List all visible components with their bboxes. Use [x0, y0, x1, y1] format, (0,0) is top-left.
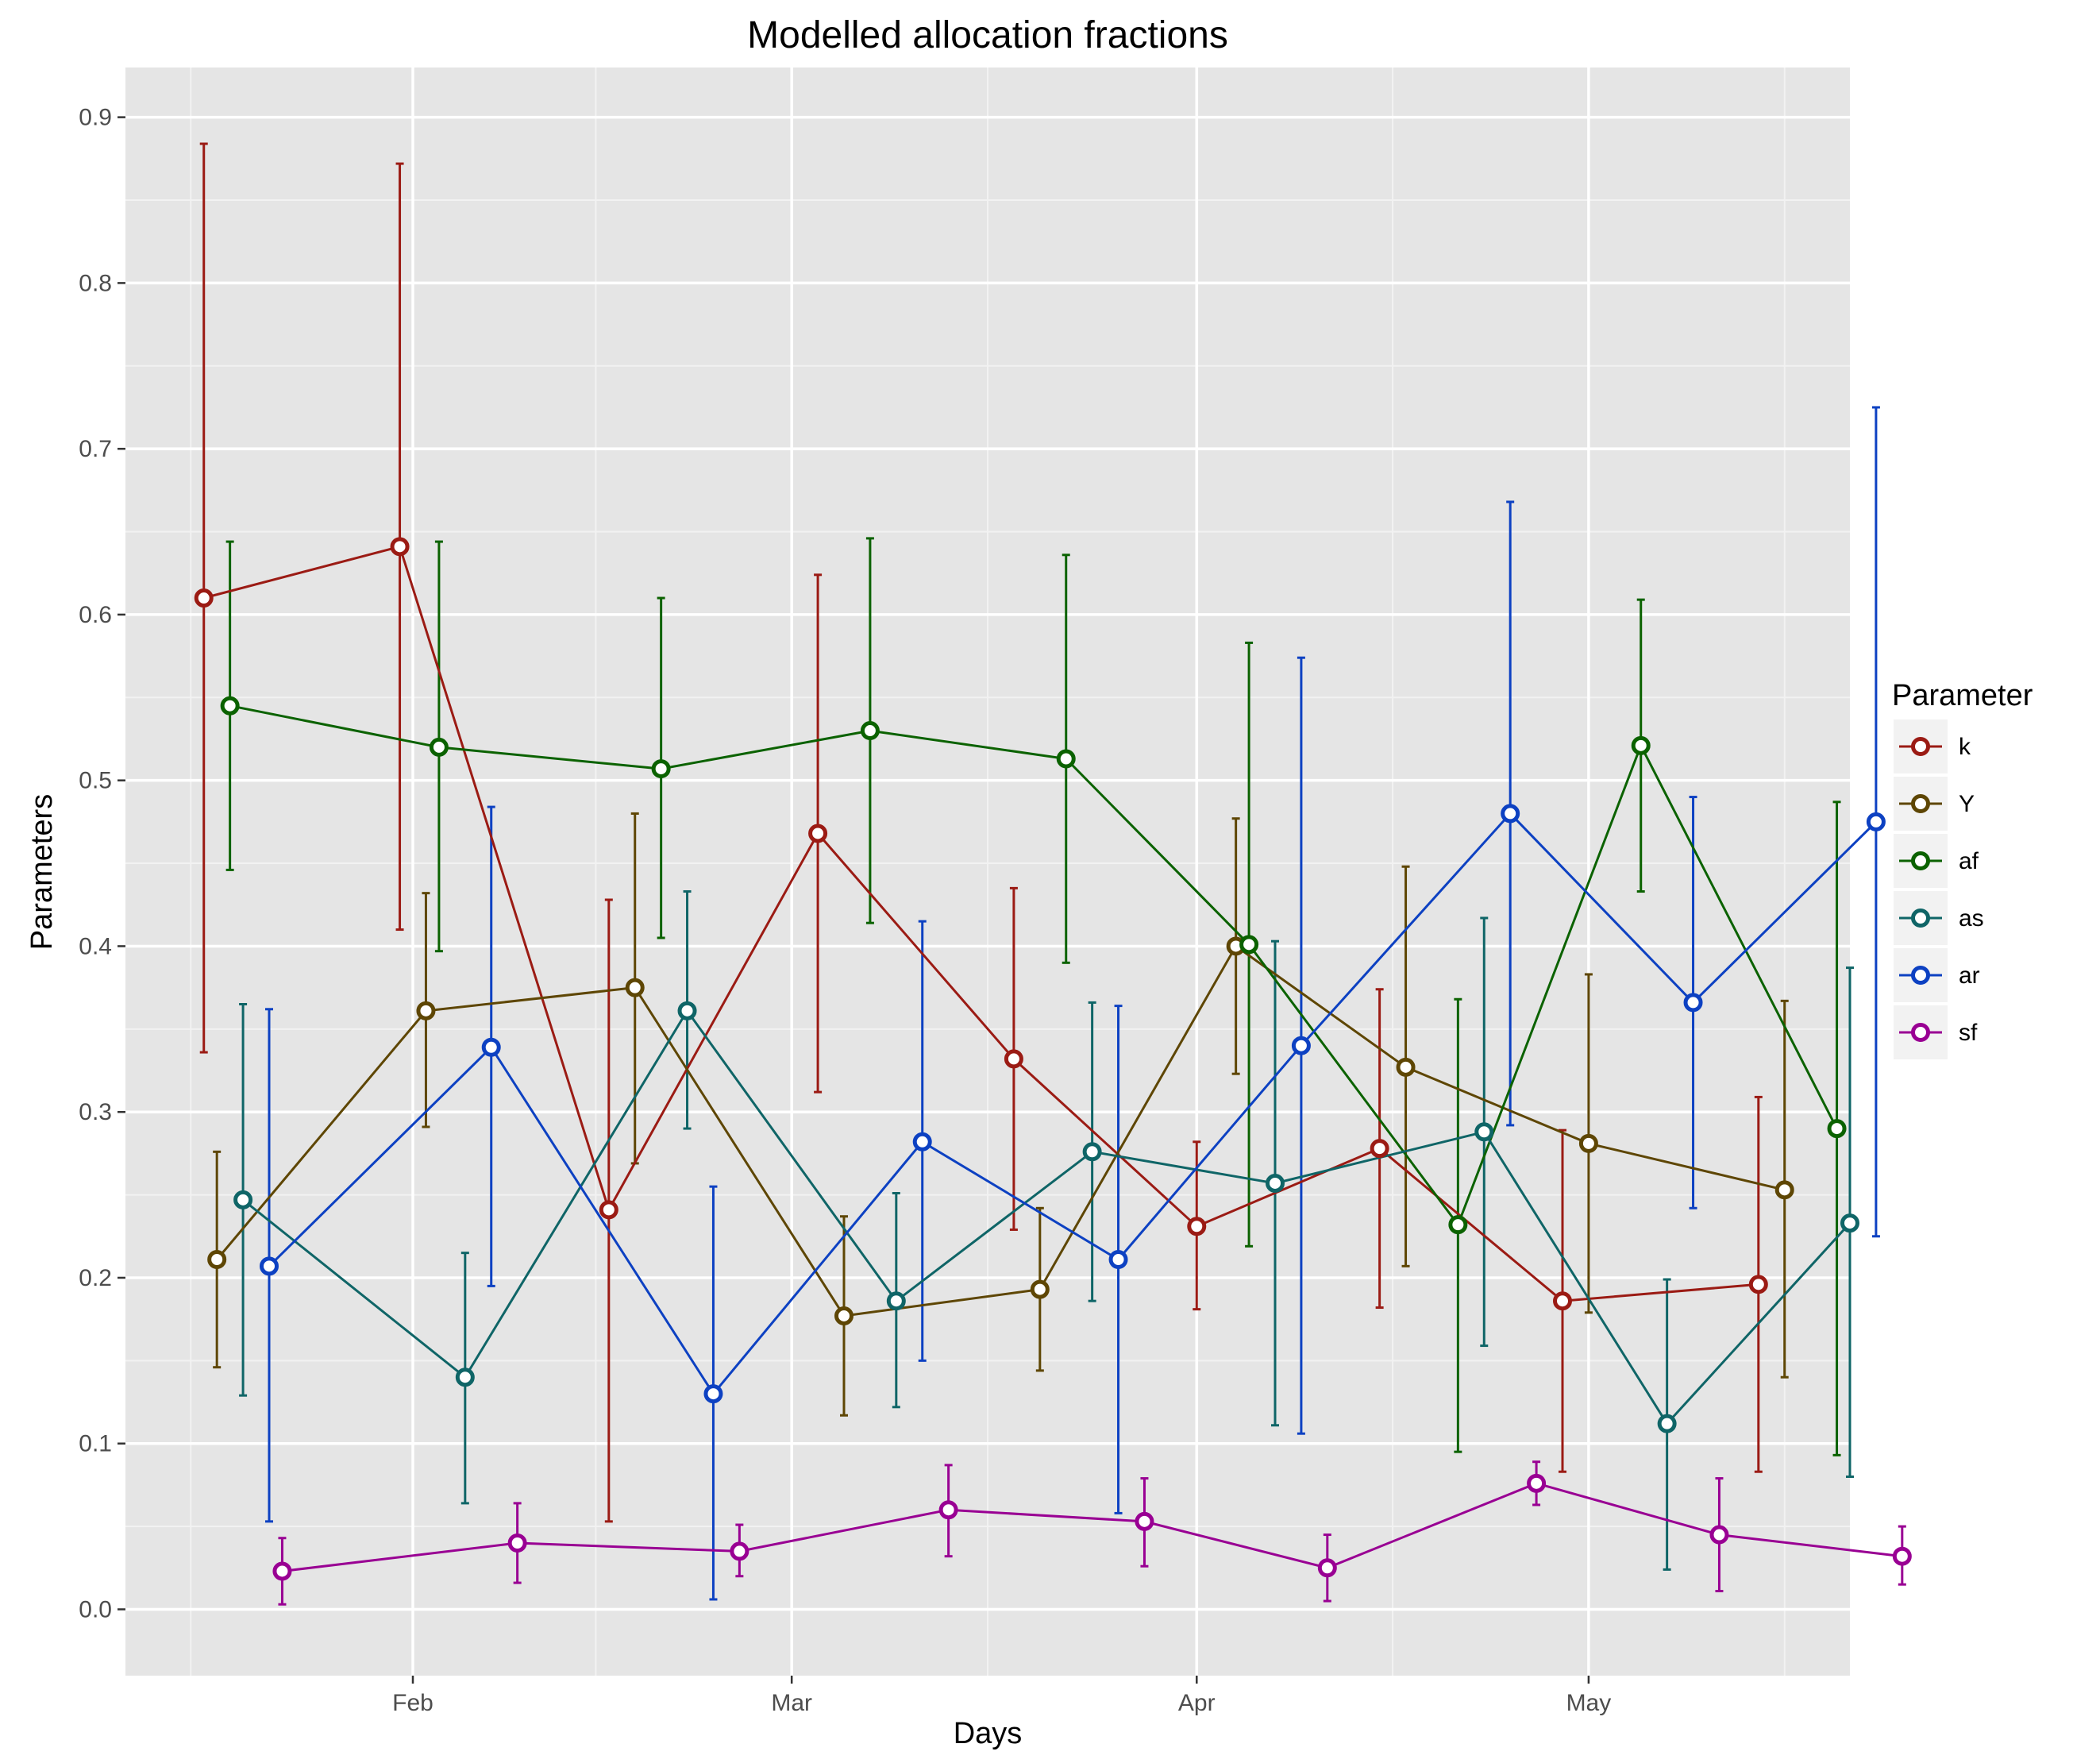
legend-label: as — [1959, 905, 1984, 932]
data-point-k — [808, 824, 828, 843]
data-point-Y — [1030, 1279, 1050, 1299]
data-point-sf — [730, 1541, 749, 1561]
legend-key-point — [1911, 851, 1930, 870]
data-point-Y — [625, 978, 645, 997]
data-point-sf — [1527, 1473, 1547, 1493]
x-tick-label: Feb — [392, 1690, 433, 1716]
y-axis-title: Parameters — [25, 794, 59, 950]
data-point-Y — [416, 1001, 436, 1020]
data-point-ar — [703, 1384, 723, 1404]
legend-key-point — [1911, 1023, 1930, 1042]
x-axis-title: Days — [954, 1717, 1023, 1750]
data-point-ar — [260, 1256, 279, 1276]
legend-item-as: as — [1894, 891, 1984, 945]
y-tick-label: 0.5 — [79, 768, 112, 794]
chart-title: Modelled allocation fractions — [747, 14, 1228, 56]
data-point-sf — [1317, 1558, 1337, 1578]
data-point-k — [1370, 1139, 1389, 1159]
data-point-k — [599, 1200, 618, 1220]
x-tick-label: May — [1566, 1690, 1612, 1716]
legend-label: Y — [1959, 791, 1975, 817]
data-point-sf — [1709, 1525, 1729, 1545]
data-point-af — [1827, 1119, 1847, 1139]
data-point-k — [194, 588, 214, 608]
x-tick-label: Apr — [1178, 1690, 1216, 1716]
data-point-af — [1056, 749, 1076, 769]
legend-label: sf — [1959, 1020, 1978, 1046]
legend-item-sf: sf — [1894, 1005, 1978, 1059]
legend-key-point — [1911, 794, 1930, 813]
legend-item-Y: Y — [1894, 777, 1975, 831]
data-point-Y — [1774, 1180, 1794, 1200]
legend-label: k — [1959, 734, 1971, 760]
data-point-as — [1474, 1122, 1494, 1142]
data-point-af — [429, 737, 449, 757]
data-point-ar — [1683, 993, 1703, 1013]
legend-label: af — [1959, 848, 1979, 874]
data-point-Y — [1578, 1133, 1598, 1153]
y-tick-label: 0.0 — [79, 1596, 112, 1622]
legend-title: Parameter — [1892, 679, 2033, 712]
data-point-sf — [507, 1533, 527, 1553]
data-point-af — [860, 721, 880, 741]
legend-key-point — [1911, 909, 1930, 928]
legend: Parameter k Yaf as ar sf — [1892, 679, 2033, 1059]
data-point-sf — [1135, 1511, 1154, 1531]
y-tick-label: 0.6 — [79, 602, 112, 628]
data-point-ar — [912, 1132, 932, 1152]
data-point-ar — [1291, 1036, 1311, 1055]
data-point-as — [233, 1190, 253, 1209]
data-point-k — [1748, 1275, 1768, 1294]
data-point-af — [1448, 1215, 1468, 1235]
data-point-as — [1657, 1414, 1677, 1433]
y-tick-label: 0.2 — [79, 1265, 112, 1291]
data-point-as — [677, 1001, 697, 1020]
data-point-k — [1553, 1291, 1572, 1311]
axes: 0.0 0.1 0.2 0.3 0.4 0.5 0.6 0.7 0.8 0.9 Feb Mar Apr M… — [79, 105, 1611, 1716]
y-tick-label: 0.9 — [79, 105, 112, 131]
legend-item-af: af — [1894, 834, 1979, 888]
y-tick-label: 0.7 — [79, 436, 112, 462]
data-point-as — [1840, 1213, 1859, 1233]
data-point-as — [1266, 1173, 1285, 1193]
data-point-af — [1239, 935, 1259, 955]
data-point-af — [651, 759, 671, 779]
data-point-Y — [834, 1306, 853, 1325]
legend-label: ar — [1959, 963, 1980, 989]
data-point-af — [1631, 735, 1651, 755]
data-point-sf — [272, 1561, 292, 1581]
data-point-af — [220, 696, 240, 716]
data-point-sf — [938, 1500, 958, 1520]
y-tick-label: 0.3 — [79, 1099, 112, 1125]
data-point-Y — [1396, 1057, 1416, 1077]
data-point-ar — [481, 1037, 501, 1057]
legend-key-point — [1911, 966, 1930, 985]
data-point-sf — [1892, 1546, 1912, 1566]
legend-key-point — [1911, 737, 1930, 756]
data-point-k — [1187, 1217, 1207, 1236]
data-point-k — [1004, 1049, 1023, 1069]
data-point-as — [1082, 1142, 1102, 1162]
y-tick-label: 0.4 — [79, 933, 112, 959]
data-point-Y — [207, 1250, 227, 1270]
y-tick-label: 0.8 — [79, 270, 112, 296]
plot-data — [194, 142, 1912, 1606]
data-point-ar — [1866, 812, 1886, 831]
data-point-as — [455, 1368, 475, 1387]
data-point-ar — [1501, 804, 1520, 824]
data-point-ar — [1108, 1250, 1128, 1270]
legend-item-k: k — [1894, 719, 1971, 773]
data-point-k — [390, 537, 410, 557]
x-tick-label: Mar — [771, 1690, 812, 1716]
legend-item-ar: ar — [1894, 948, 1980, 1002]
y-tick-label: 0.1 — [79, 1431, 112, 1457]
data-point-as — [886, 1291, 906, 1311]
